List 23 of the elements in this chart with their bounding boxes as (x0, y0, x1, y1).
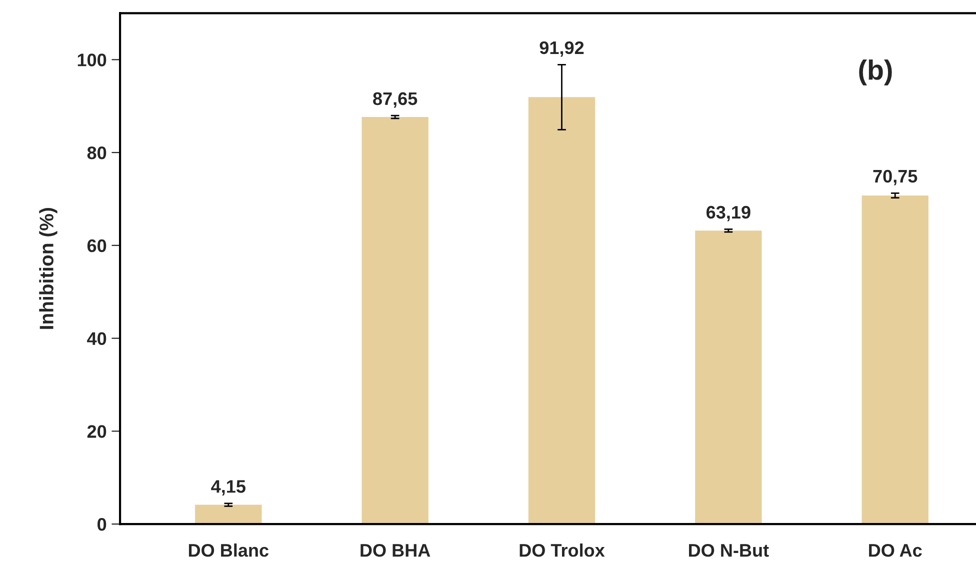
x-tick-label: DO N-But (689, 544, 769, 557)
data-label: 70,75 (873, 170, 918, 186)
data-label: 63,19 (706, 206, 750, 222)
y-axis-title: Inhibition (%) (39, 208, 58, 329)
bar (695, 230, 762, 524)
y-tick-label: 80 (87, 146, 106, 160)
x-tick-label: DO Trolox (520, 544, 605, 557)
data-label: 87,65 (373, 92, 418, 108)
x-tick-label: DO BHA (360, 544, 430, 557)
y-tick-label: 20 (87, 425, 106, 438)
y-tick-label: 60 (87, 239, 106, 252)
bar (195, 504, 262, 524)
x-tick-label: DO Ac (869, 544, 922, 557)
y-tick-label: 0 (98, 518, 106, 531)
data-label: 4,15 (211, 480, 246, 496)
y-tick-label: 100 (78, 54, 106, 66)
data-label: 91,92 (540, 41, 584, 57)
y-tick-label: 40 (87, 332, 106, 346)
annotation: (b) (859, 59, 892, 86)
bar (528, 97, 596, 524)
x-tick-label: DO Blanc (188, 544, 268, 557)
bar (862, 195, 928, 524)
bar (362, 117, 428, 524)
